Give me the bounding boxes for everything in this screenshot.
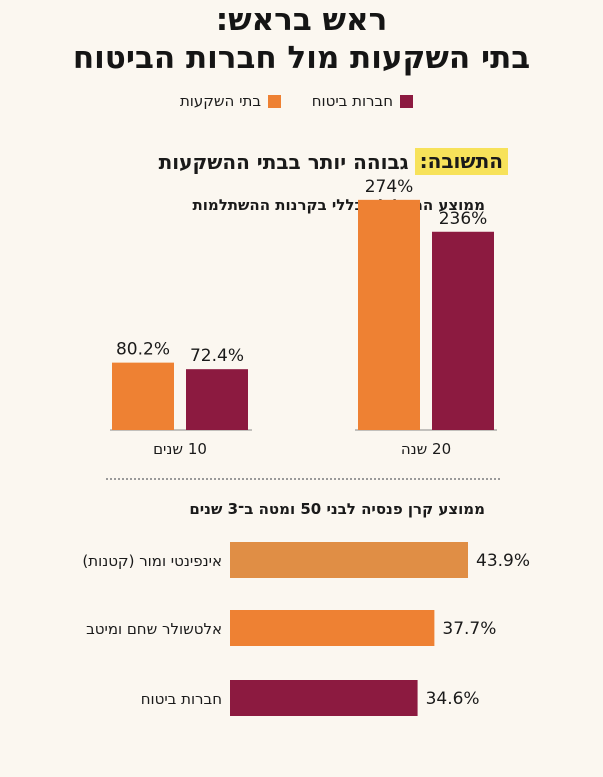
hbar-category-label-1: אלטשולר שחם ומיטב [86, 620, 222, 638]
legend-item-insurance: חברות ביטוח [312, 92, 413, 110]
hbar-2 [230, 680, 418, 716]
data-label-0-1: 80.2% [116, 340, 170, 360]
bar-investment-1 [112, 362, 174, 430]
hbar-value-label-0: 43.9% [476, 551, 530, 571]
legend-label-insurance: חברות ביטוח [311, 92, 393, 110]
section-divider [106, 478, 500, 480]
chart-title-line-2: בתי השקעות מול חברות הביטוח [72, 40, 531, 76]
data-label-0-0: 274% [365, 177, 414, 197]
answer-label: התשובה: [414, 148, 508, 175]
legend-item-investment-houses: בתי השקעות [180, 92, 281, 110]
hbar-category-label-0: אינפינטי ומור (קטנות) [82, 552, 222, 570]
bar-insurance-1 [186, 369, 248, 430]
bar-investment-0 [358, 199, 420, 430]
bar-insurance-0 [432, 231, 494, 430]
data-label-1-0: 236% [439, 209, 488, 229]
hbar-value-label-1: 37.7% [442, 619, 496, 639]
legend-swatch-investment-houses [268, 94, 281, 108]
answer-text: גבוהה יותר בבתי ההשקעות [158, 149, 409, 174]
category-label-1: 10 שנים [153, 440, 207, 458]
category-label-0: 20 שנה [401, 440, 451, 458]
data-label-1-1: 72.4% [190, 346, 244, 366]
horizontal-bar-chart: 43.9% אינפינטי ומור (קטנות) 37.7% אלטשולר ש… [82, 542, 530, 716]
hbar-value-label-2: 34.6% [426, 689, 480, 709]
chart-title-line-1: ראש בראש: [215, 2, 388, 38]
answer-row: התשובה: גבוהה יותר בבתי ההשקעות [159, 148, 508, 175]
hbar-0 [230, 542, 468, 578]
legend-swatch-insurance [400, 94, 413, 108]
hbar-category-label-2: חברות ביטוח [141, 690, 222, 708]
hbar-1 [230, 610, 435, 646]
horizontal-chart-title: ממוצע קרן פנסיה לבני 50 ומטה ב־3 שנים [189, 500, 485, 518]
legend-label-investment-houses: בתי השקעות [179, 92, 261, 110]
vertical-bar-chart: 274% 236% 20 שנה 80.2% 72.4% 10 שנים [110, 177, 497, 458]
